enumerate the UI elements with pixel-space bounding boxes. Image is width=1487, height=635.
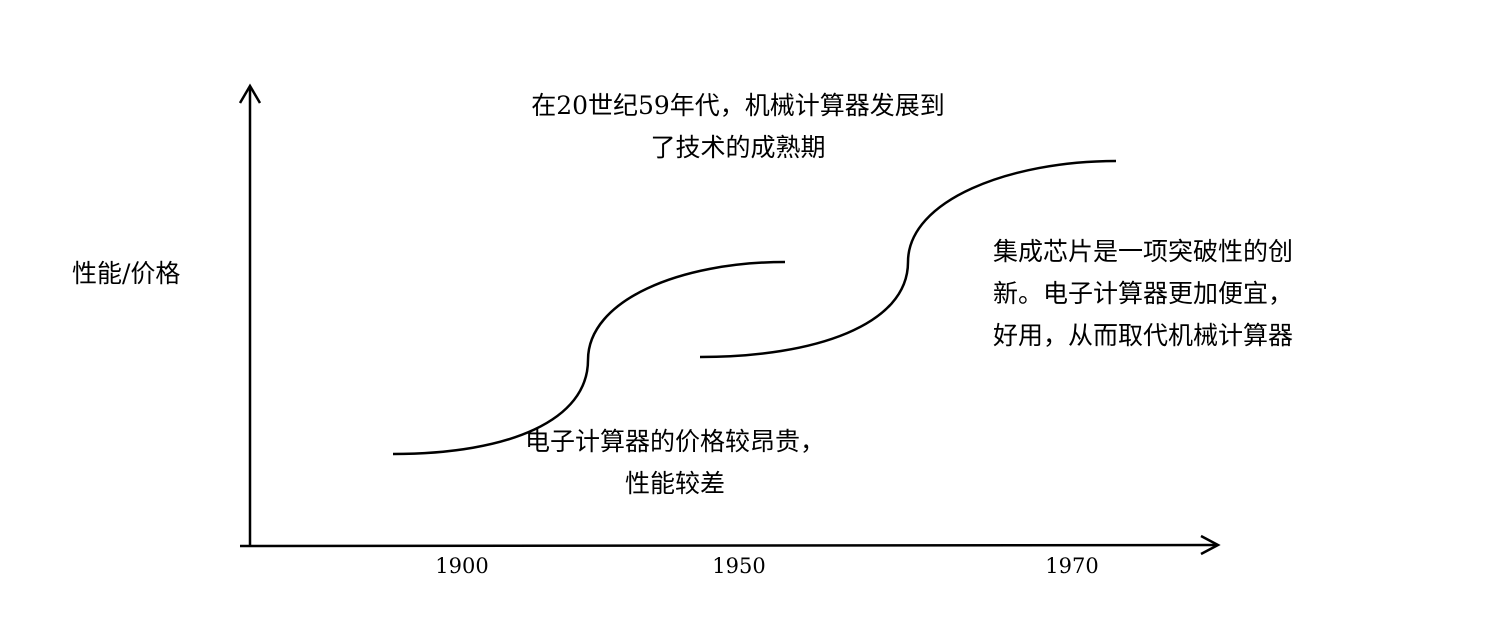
x-axis <box>239 543 1219 548</box>
s-curve-first <box>392 260 786 456</box>
annotation-integrated-chip-line1: 集成芯片是一项突破性的创 <box>993 237 1294 266</box>
x-tick-1950: 1950 <box>712 554 766 578</box>
annotation-electronic-early: 电子计算器的价格较昂贵， 性能较差 <box>500 421 850 505</box>
x-tick-1970: 1970 <box>1045 554 1099 578</box>
annotation-mechanical-line1: 在20世纪59年代，机械计算器发展到 <box>531 91 945 120</box>
x-axis-arrow-icon <box>1200 534 1221 556</box>
annotation-mechanical: 在20世纪59年代，机械计算器发展到 了技术的成熟期 <box>488 85 988 169</box>
annotation-mechanical-line2: 了技术的成熟期 <box>650 133 826 162</box>
y-axis-arrow-icon <box>238 83 262 104</box>
s-curve-second <box>699 159 1117 359</box>
annotation-electronic-early-line1: 电子计算器的价格较昂贵， <box>524 427 825 456</box>
y-axis-label: 性能/价格 <box>72 259 181 288</box>
annotation-electronic-early-line2: 性能较差 <box>624 469 725 498</box>
annotation-integrated-chip-line3: 好用，从而取代机械计算器 <box>993 321 1294 350</box>
annotation-integrated-chip-line2: 新。电子计算器更加便宜， <box>993 279 1294 308</box>
annotation-integrated-chip: 集成芯片是一项突破性的创 新。电子计算器更加便宜， 好用，从而取代机械计算器 <box>993 231 1293 357</box>
x-tick-1900: 1900 <box>435 554 489 578</box>
